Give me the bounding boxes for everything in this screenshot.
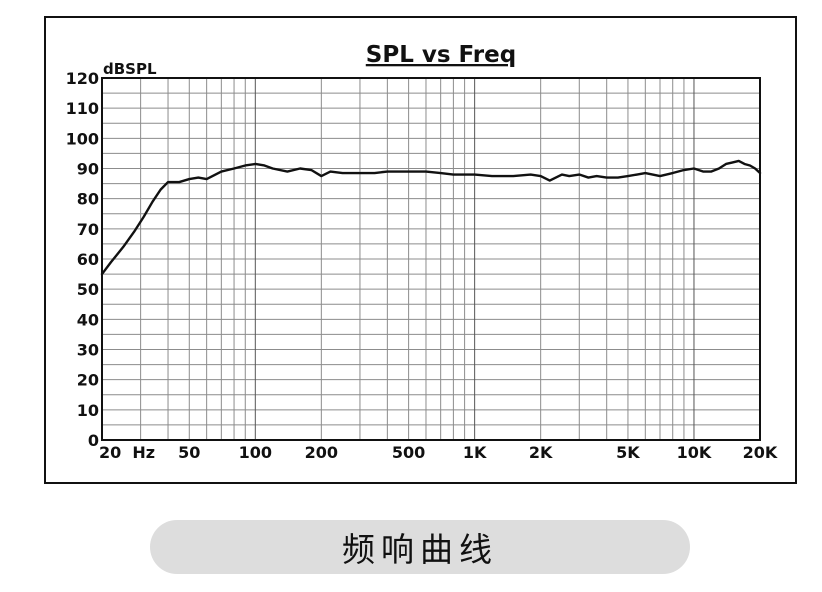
y-tick-label: 20 [77, 371, 99, 390]
x-tick-label: 2K [529, 443, 553, 462]
y-tick-label: 100 [66, 129, 99, 148]
y-tick-label: 70 [77, 220, 99, 239]
y-tick-label: 90 [77, 160, 99, 179]
y-tick-label: 0 [88, 431, 99, 450]
x-tick-label: 5K [616, 443, 640, 462]
y-tick-label: 60 [77, 250, 99, 269]
series-layer [100, 159, 762, 276]
x-tick-label: 50 [178, 443, 200, 462]
y-tick-label: 110 [66, 99, 99, 118]
chart-frame [44, 16, 797, 484]
y-axis-label: dBSPL [103, 60, 157, 78]
x-tick-label: 20 Hz [99, 443, 155, 462]
x-tick-label: 10K [677, 443, 712, 462]
plot-area-border [101, 77, 761, 441]
x-tick-label: 200 [305, 443, 338, 462]
y-tick-label: 50 [77, 280, 99, 299]
y-tick-label: 30 [77, 341, 99, 360]
y-tick-label: 120 [66, 69, 99, 88]
x-tick-label: 1K [463, 443, 487, 462]
caption-pill: 频响曲线 [150, 520, 690, 574]
tick-labels: 0 10 20 30 40 50 60 70 80 90 100 110 120 20 Hz 50 100 20… [66, 69, 778, 462]
y-tick-label: 10 [77, 401, 99, 420]
x-tick-label: 20K [743, 443, 778, 462]
y-tick-label: 80 [77, 190, 99, 209]
caption-text: 频响曲线 [342, 530, 498, 569]
x-tick-label: 100 [239, 443, 272, 462]
spl-response-line [100, 159, 762, 276]
x-tick-label: 500 [392, 443, 425, 462]
grid-lines [102, 78, 760, 440]
y-tick-label: 40 [77, 310, 99, 329]
chart-title: SPL vs Freq [366, 42, 516, 68]
